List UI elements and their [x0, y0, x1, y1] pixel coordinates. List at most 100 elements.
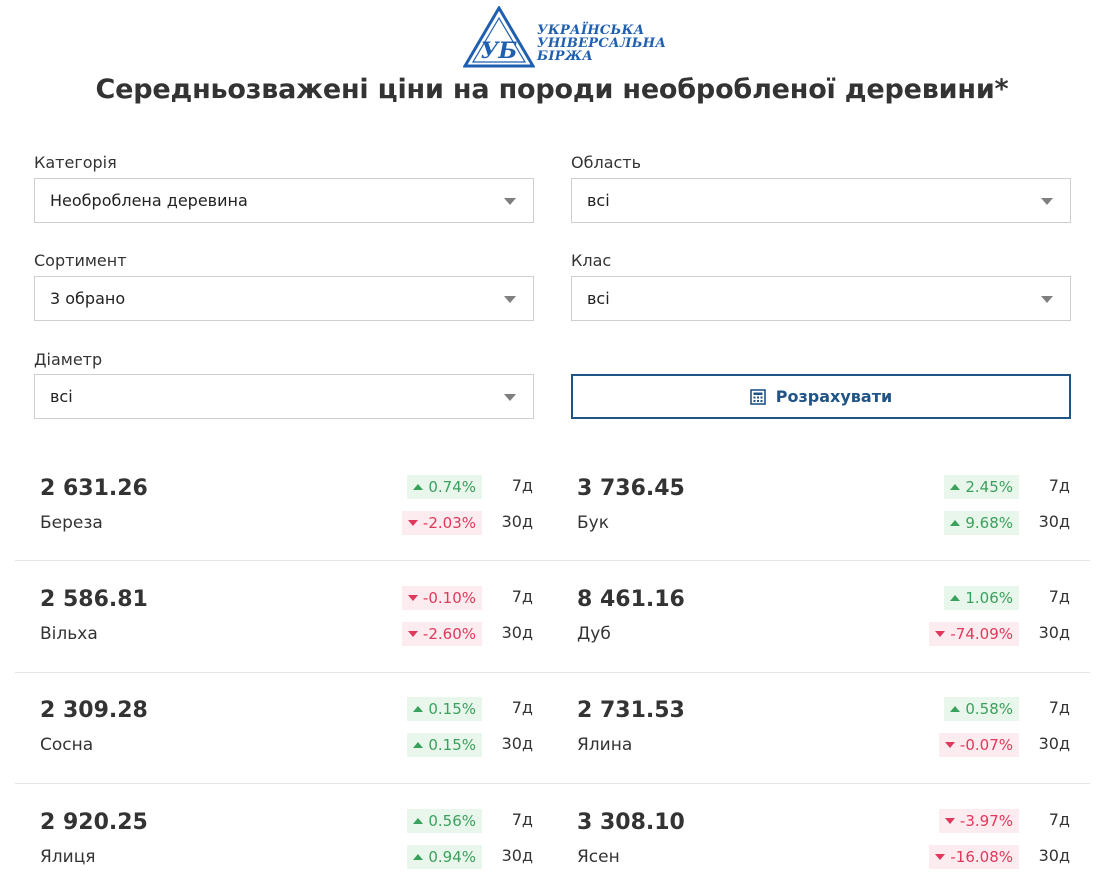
row-divider	[15, 783, 1090, 784]
change-7d-badge: -3.97%	[938, 809, 1019, 833]
change-value: -74.09%	[950, 625, 1013, 643]
calculator-icon	[749, 388, 766, 405]
wood-species-name: Бук	[577, 513, 609, 533]
row-divider	[15, 560, 1090, 561]
arrow-up-icon	[950, 520, 961, 526]
assortment-select[interactable]: 3 обрано	[34, 276, 534, 321]
arrow-down-icon	[407, 631, 418, 637]
change-30d-badge: 0.15%	[407, 733, 482, 757]
price-value: 8 461.16	[577, 587, 685, 612]
period-label: 30д	[501, 623, 533, 642]
arrow-up-icon	[413, 818, 424, 824]
logo-line: БІРЖА	[537, 49, 594, 64]
change-7d-badge: 1.06%	[944, 586, 1019, 610]
period-label: 7д	[1048, 476, 1070, 495]
period-label: 30д	[501, 734, 533, 753]
category-label: Категорія	[34, 153, 117, 172]
wood-species-name: Вільха	[40, 624, 98, 644]
period-label: 30д	[1038, 623, 1070, 642]
price-card: 2 309.28 Сосна 0.15% 7д 0.15% 30д	[34, 697, 539, 777]
period-label: 7д	[511, 698, 533, 717]
chevron-down-icon	[504, 296, 516, 303]
change-value: 1.06%	[965, 589, 1013, 607]
change-value: -3.97%	[959, 812, 1013, 830]
period-label: 30д	[1038, 512, 1070, 531]
wood-species-name: Береза	[40, 513, 103, 533]
change-value: -16.08%	[950, 848, 1013, 866]
price-card: 2 731.53 Ялина 0.58% 7д -0.07% 30д	[571, 697, 1076, 777]
diameter-value: всі	[50, 387, 73, 406]
change-value: 0.56%	[428, 812, 476, 830]
period-label: 7д	[511, 810, 533, 829]
price-card: 8 461.16 Дуб 1.06% 7д -74.09% 30д	[571, 586, 1076, 666]
price-card: 2 631.26 Береза 0.74% 7д -2.03% 30д	[34, 475, 539, 555]
price-value: 3 736.45	[577, 476, 685, 501]
chevron-down-icon	[1041, 198, 1053, 205]
region-select[interactable]: всі	[571, 178, 1071, 223]
diameter-select[interactable]: всі	[34, 374, 534, 419]
arrow-down-icon	[944, 742, 955, 748]
arrow-down-icon	[935, 854, 946, 860]
period-label: 30д	[1038, 846, 1070, 865]
calculate-button[interactable]: Розрахувати	[571, 374, 1071, 419]
change-30d-badge: -2.60%	[401, 622, 482, 646]
arrow-down-icon	[944, 818, 955, 824]
change-7d-badge: -0.10%	[401, 586, 482, 610]
price-value: 2 731.53	[577, 698, 685, 723]
assortment-value: 3 обрано	[50, 289, 126, 308]
class-select[interactable]: всі	[571, 276, 1071, 321]
wood-species-name: Ясен	[577, 847, 620, 867]
change-value: 0.74%	[428, 478, 476, 496]
change-7d-badge: 2.45%	[944, 475, 1019, 499]
logo-triangle-icon: УБ	[463, 6, 535, 68]
arrow-up-icon	[413, 854, 424, 860]
price-card: 3 308.10 Ясен -3.97% 7д -16.08% 30д	[571, 809, 1076, 889]
period-label: 30д	[501, 846, 533, 865]
change-value: 0.58%	[965, 700, 1013, 718]
period-label: 30д	[1038, 734, 1070, 753]
chevron-down-icon	[504, 394, 516, 401]
change-value: -2.03%	[422, 514, 476, 532]
wood-species-name: Ялина	[577, 735, 633, 755]
arrow-up-icon	[413, 742, 424, 748]
period-label: 7д	[1048, 810, 1070, 829]
arrow-up-icon	[413, 484, 424, 490]
arrow-up-icon	[950, 595, 961, 601]
arrow-down-icon	[935, 631, 946, 637]
change-value: -0.07%	[959, 736, 1013, 754]
assortment-label: Сортимент	[34, 251, 127, 270]
arrow-up-icon	[413, 706, 424, 712]
logo-line: УКРАЇНСЬКА	[537, 23, 645, 38]
period-label: 7д	[511, 587, 533, 606]
change-30d-badge: 9.68%	[944, 511, 1019, 535]
change-30d-badge: -2.03%	[401, 511, 482, 535]
wood-species-name: Ялиця	[40, 847, 96, 867]
price-card: 2 586.81 Вільха -0.10% 7д -2.60% 30д	[34, 586, 539, 666]
period-label: 7д	[1048, 698, 1070, 717]
exchange-logo[interactable]: УБ УКРАЇНСЬКА УНІВЕРСАЛЬНА БІРЖА	[463, 6, 666, 68]
logo-line: УНІВЕРСАЛЬНА	[537, 36, 667, 51]
arrow-down-icon	[407, 595, 418, 601]
calculate-button-label: Розрахувати	[775, 387, 893, 406]
change-value: 0.15%	[428, 700, 476, 718]
period-label: 30д	[501, 512, 533, 531]
chevron-down-icon	[1041, 296, 1053, 303]
category-select[interactable]: Необроблена деревина	[34, 178, 534, 223]
change-30d-badge: -0.07%	[938, 733, 1019, 757]
arrow-down-icon	[407, 520, 418, 526]
price-value: 2 586.81	[40, 587, 148, 612]
change-30d-badge: -74.09%	[929, 622, 1019, 646]
arrow-up-icon	[950, 706, 961, 712]
change-30d-badge: 0.94%	[407, 845, 482, 869]
wood-species-name: Дуб	[577, 624, 611, 644]
change-value: -2.60%	[422, 625, 476, 643]
chevron-down-icon	[504, 198, 516, 205]
change-value: 9.68%	[965, 514, 1013, 532]
period-label: 7д	[511, 476, 533, 495]
row-divider	[15, 672, 1090, 673]
wood-species-name: Сосна	[40, 735, 94, 755]
change-7d-badge: 0.74%	[407, 475, 482, 499]
period-label: 7д	[1048, 587, 1070, 606]
price-value: 2 631.26	[40, 476, 148, 501]
change-30d-badge: -16.08%	[929, 845, 1019, 869]
